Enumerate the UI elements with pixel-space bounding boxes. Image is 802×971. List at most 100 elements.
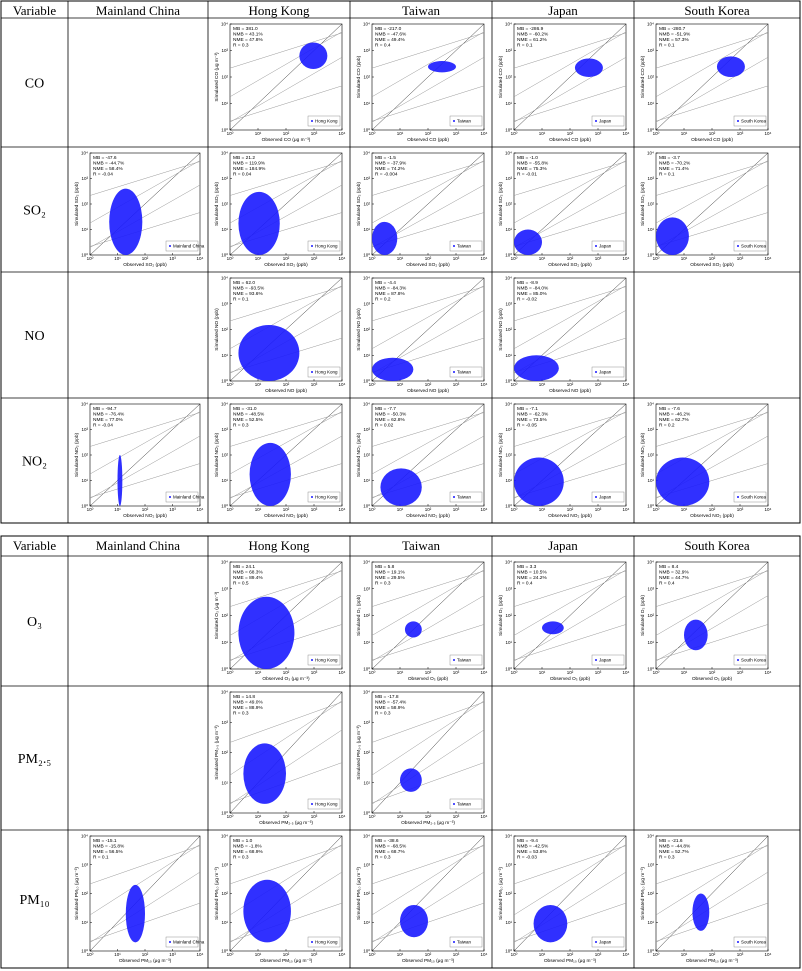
x-tick-label: 10⁴ xyxy=(765,256,772,261)
point-cloud xyxy=(243,879,291,943)
reference-line xyxy=(230,184,342,248)
y-tick-label: 10⁰ xyxy=(647,667,654,672)
y-tick-label: 10⁰ xyxy=(81,949,88,954)
stat-text: NME = 58.9% xyxy=(375,705,405,711)
y-tick-label: 10³ xyxy=(221,427,228,432)
x-tick-label: 10³ xyxy=(737,131,744,136)
stat-text: NMB = -44.7% xyxy=(93,161,125,167)
y-tick-label: 10¹ xyxy=(363,227,370,232)
point-cloud xyxy=(125,884,145,943)
stat-text: NMB = -76.4% xyxy=(93,412,125,418)
stat-text: R = 0.02 xyxy=(375,423,394,429)
stat-text: NMB = -84.0% xyxy=(517,286,549,292)
stat-text: R = 0.3 xyxy=(233,711,249,717)
reference-line xyxy=(90,212,200,247)
reference-line xyxy=(514,845,626,885)
y-tick-label: 10³ xyxy=(221,301,228,306)
x-tick-label: 10⁰ xyxy=(227,256,234,261)
x-tick-label: 10² xyxy=(709,507,716,512)
x-tick-label: 10² xyxy=(425,814,432,819)
reference-line xyxy=(230,161,342,196)
x-tick-label: 10⁰ xyxy=(511,507,518,512)
x-tick-label: 10¹ xyxy=(681,131,688,136)
stat-text: R = 0.4 xyxy=(517,581,533,587)
stat-text: NME = 71.4% xyxy=(659,166,689,172)
y-tick-label: 10⁴ xyxy=(363,151,370,156)
reference-line xyxy=(372,871,484,943)
y-tick-label: 10⁴ xyxy=(221,22,228,27)
y-tick-label: 10³ xyxy=(81,862,88,867)
stat-text: NMB = 32.9% xyxy=(659,570,689,576)
y-tick-label: 10⁰ xyxy=(363,811,370,816)
x-tick-label: 10⁰ xyxy=(227,952,234,957)
reference-line xyxy=(230,286,342,322)
reference-line xyxy=(372,624,484,661)
x-tick-label: 10³ xyxy=(595,131,602,136)
point-cloud xyxy=(684,619,708,651)
y-tick-label: 10⁴ xyxy=(221,276,228,281)
x-tick-label: 10⁰ xyxy=(653,131,660,136)
reference-line xyxy=(514,570,626,607)
stat-text: MB = -15.1 xyxy=(93,838,117,844)
reference-line xyxy=(372,844,484,916)
x-tick-label: 10⁰ xyxy=(511,131,518,136)
stat-text: R = 0.3 xyxy=(375,711,391,717)
column-header: Japan xyxy=(548,3,578,18)
stat-text: NMB = 49.0% xyxy=(233,700,263,706)
x-tick-label: 10⁴ xyxy=(481,382,488,387)
y-tick-label: 10³ xyxy=(647,427,654,432)
y-axis-title: Simulated CO (μg m⁻³) xyxy=(214,52,220,102)
point-cloud xyxy=(380,468,422,506)
legend-box xyxy=(733,936,767,948)
reference-line xyxy=(230,845,342,885)
y-tick-label: 10¹ xyxy=(647,101,654,106)
x-tick-label: 10² xyxy=(567,256,574,261)
variable-label: PM₂.₅ xyxy=(18,752,52,767)
legend-marker xyxy=(453,371,455,373)
stat-text: R = 0.04 xyxy=(233,172,252,178)
y-tick-label: 10¹ xyxy=(505,353,512,358)
y-tick-label: 10² xyxy=(363,613,370,618)
reference-line xyxy=(372,562,484,669)
reference-line xyxy=(656,31,768,98)
panel: 10⁰ 10¹ 10² 10³ 10⁴ 10⁰ 10¹ 10² 10³ 10⁴ MB = -286.… xyxy=(498,22,630,144)
x-tick-label: 10⁰ xyxy=(369,952,376,957)
x-tick-label: 10² xyxy=(567,952,574,957)
stat-text: NME = 184.9% xyxy=(233,166,266,172)
y-tick-label: 10⁰ xyxy=(221,811,228,816)
stat-text: NME = 24.2% xyxy=(517,575,547,581)
x-tick-label: 10³ xyxy=(311,952,318,957)
x-tick-label: 10¹ xyxy=(397,382,404,387)
y-tick-label: 10² xyxy=(505,613,512,618)
y-tick-label: 10³ xyxy=(505,427,512,432)
x-tick-label: 10¹ xyxy=(539,952,546,957)
panel: 10⁰ 10¹ 10² 10³ 10⁴ 10⁰ 10¹ 10² 10³ 10⁴ MB = -217.… xyxy=(356,22,488,144)
x-tick-label: 10⁰ xyxy=(227,131,234,136)
x-tick-label: 10⁴ xyxy=(765,952,772,957)
legend-marker xyxy=(737,659,739,661)
legend-label: South Korea xyxy=(741,119,767,124)
reference-line xyxy=(90,844,200,916)
y-tick-label: 10¹ xyxy=(81,920,88,925)
x-tick-label: 10³ xyxy=(453,814,460,819)
y-tick-label: 10³ xyxy=(647,862,654,867)
reference-line xyxy=(90,902,200,942)
x-tick-label: 10¹ xyxy=(539,131,546,136)
reference-line xyxy=(656,56,768,123)
reference-line xyxy=(372,337,484,373)
reference-line xyxy=(372,902,484,942)
reference-line xyxy=(90,463,200,498)
x-tick-label: 10⁰ xyxy=(511,952,518,957)
x-tick-label: 10³ xyxy=(453,507,460,512)
y-tick-label: 10³ xyxy=(363,176,370,181)
stat-text: NMB = -42.5% xyxy=(517,844,549,850)
reference-line xyxy=(514,32,626,69)
x-tick-label: 10³ xyxy=(595,952,602,957)
x-tick-label: 10¹ xyxy=(397,131,404,136)
y-tick-label: 10³ xyxy=(647,176,654,181)
stat-text: MB = -1.5 xyxy=(375,155,396,161)
legend-marker xyxy=(453,120,455,122)
point-cloud xyxy=(109,188,143,255)
y-tick-label: 10³ xyxy=(221,720,228,725)
